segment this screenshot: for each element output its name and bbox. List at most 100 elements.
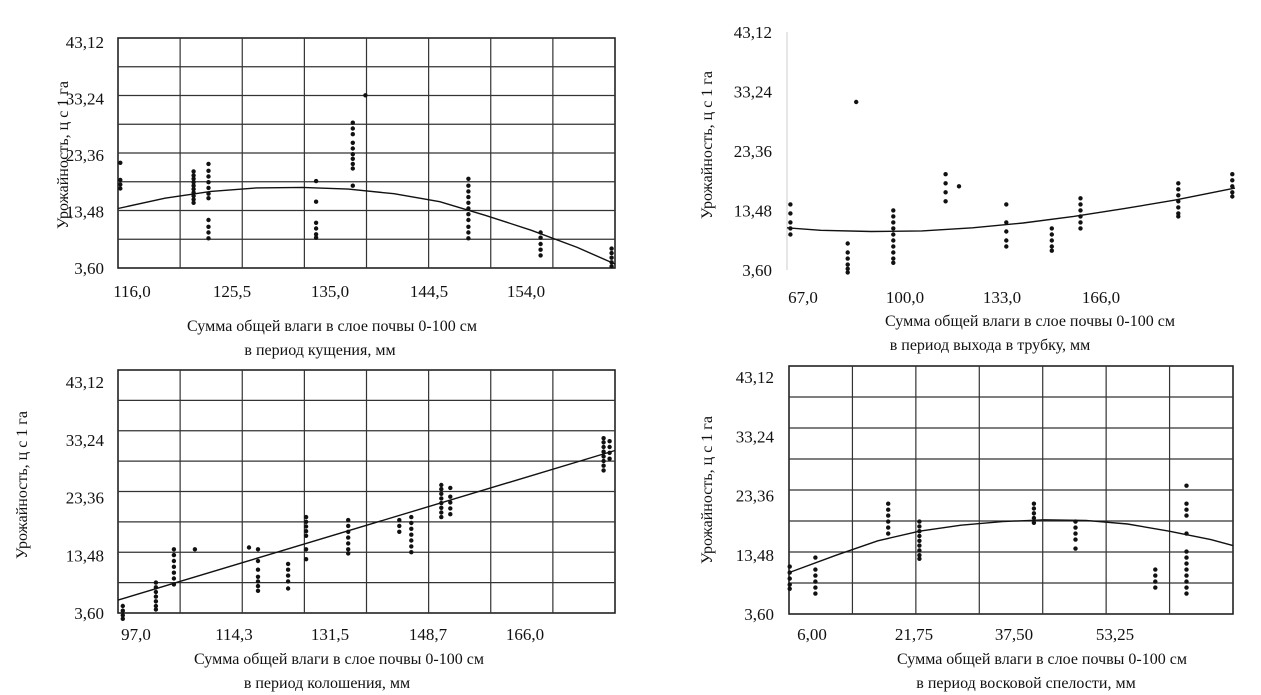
data-point [171,552,177,558]
data-point [350,140,355,145]
data-point [891,232,896,237]
x-axis-label-line2: в период восковой спелости, мм [916,675,1135,692]
x-tick-label: 6,00 [797,625,827,644]
data-point [448,485,453,491]
data-point [466,230,471,235]
data-point [607,456,612,461]
data-point [285,567,291,572]
x-axis-label-line1: Сумма общей влаги в слое почвы 0-100 см [897,651,1187,668]
data-point [1230,190,1235,195]
data-point [346,541,351,546]
data-point [1184,531,1189,536]
data-point [118,160,123,165]
data-point [120,608,126,613]
data-point [439,486,444,492]
chart-panel-booting: Урожайность, ц с 1 га Сумма общей влаги … [699,23,1236,354]
x-tick-label: 166,0 [1082,288,1120,307]
data-point [448,512,453,517]
data-point [886,501,891,506]
data-point [350,146,355,151]
data-point [255,547,261,552]
data-point [439,496,444,501]
data-point [171,582,177,587]
data-point [538,247,543,252]
data-point [1031,520,1037,525]
data-point [303,519,309,524]
data-point [191,180,196,185]
data-point [1078,214,1083,219]
data-point [409,550,414,555]
x-tick-label: 125,5 [213,282,251,301]
data-point [1004,229,1009,234]
data-point [206,196,211,201]
data-point [886,507,891,512]
data-point [191,169,196,174]
data-point [1176,199,1181,204]
data-point [609,264,614,269]
x-tick-label: 131,5 [311,625,349,644]
data-point [917,553,922,558]
data-point [255,567,261,572]
data-point [346,535,351,540]
data-point [609,250,614,256]
data-point [1184,561,1189,566]
data-point [886,519,891,524]
data-point [891,256,896,261]
data-point [1230,184,1235,189]
x-axis-label-line2: в период кущения, мм [244,342,395,359]
data-point [787,570,792,575]
data-point [1073,531,1078,536]
data-point [350,183,355,188]
data-point [845,250,850,255]
data-point [346,529,351,534]
data-point [350,126,355,131]
data-point [891,214,896,219]
data-point [346,547,351,552]
y-tick-label: 23,36 [66,146,104,165]
trend-line [786,187,1236,233]
data-point [1049,238,1055,243]
data-point [813,579,818,584]
data-point [1031,515,1037,521]
data-point [255,588,261,593]
data-point [787,586,792,591]
data-point [607,450,612,455]
data-point [206,185,211,191]
data-point [1153,585,1158,590]
data-point [285,573,291,578]
data-point [466,217,471,223]
x-tick-label: 37,50 [995,625,1033,644]
data-point [891,220,896,225]
data-point [206,180,211,185]
y-tick-label: 43,12 [736,368,774,387]
y-tick-label: 13,48 [734,202,772,221]
data-point [1184,549,1189,554]
data-point [397,529,402,534]
data-point [191,183,196,188]
data-point [787,576,792,581]
data-point [466,206,471,211]
data-point [313,199,319,204]
data-point [153,589,159,595]
data-point [466,236,471,241]
data-point [538,230,543,235]
data-point [538,241,543,247]
x-axis-label-line1: Сумма общей влаги в слое почвы 0-100 см [885,313,1175,330]
data-point [917,519,922,524]
y-tick-label: 3,60 [74,259,104,278]
data-point [206,230,211,235]
y-tick-label: 3,60 [744,605,774,624]
data-point [917,538,922,543]
data-point [845,262,850,267]
data-point [191,193,196,199]
data-point [206,224,211,229]
data-point [1184,585,1189,590]
data-point [886,513,891,518]
data-point [255,583,261,589]
data-point [1049,226,1055,231]
data-point [346,517,351,523]
data-point [787,582,792,587]
data-point [813,585,818,590]
data-point [448,494,453,499]
data-point [1031,506,1037,511]
